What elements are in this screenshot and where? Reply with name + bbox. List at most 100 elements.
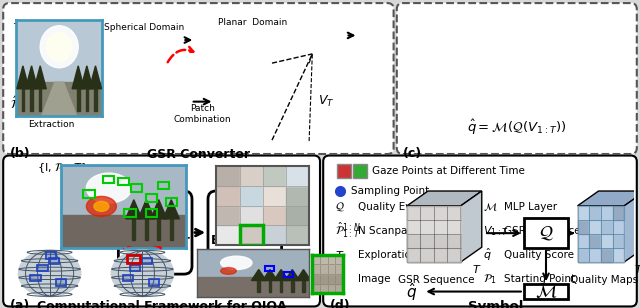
Polygon shape <box>16 20 102 82</box>
Bar <box>420 248 434 262</box>
Bar <box>30 84 33 111</box>
Bar <box>263 206 286 225</box>
Bar <box>302 279 305 293</box>
Bar <box>601 206 612 220</box>
Text: Quality Evaluator: Quality Evaluator <box>358 202 449 212</box>
Bar <box>263 225 286 245</box>
Bar <box>30 275 40 281</box>
Bar <box>123 275 133 281</box>
Bar <box>286 186 309 206</box>
Bar <box>131 184 142 192</box>
Bar <box>328 284 335 293</box>
Bar <box>145 216 148 240</box>
Circle shape <box>221 268 236 274</box>
Bar <box>612 248 624 262</box>
Polygon shape <box>274 270 289 281</box>
Polygon shape <box>163 200 179 219</box>
Bar <box>286 225 309 245</box>
Bar <box>407 206 420 220</box>
Bar <box>286 225 309 245</box>
Bar <box>577 206 589 220</box>
FancyBboxPatch shape <box>208 191 282 274</box>
Bar <box>577 248 589 262</box>
Polygon shape <box>42 82 77 116</box>
Bar <box>123 275 133 281</box>
FancyBboxPatch shape <box>3 156 320 306</box>
Bar <box>132 216 135 240</box>
FancyBboxPatch shape <box>397 3 637 154</box>
Text: Gaze Points at Different Time: Gaze Points at Different Time <box>372 166 525 176</box>
Circle shape <box>221 256 252 270</box>
Bar <box>420 220 434 234</box>
Bar <box>312 284 320 293</box>
Bar <box>146 209 157 217</box>
Bar <box>263 186 286 206</box>
Bar <box>285 272 293 277</box>
Bar <box>589 248 601 262</box>
Text: $\mathit{I}$: $\mathit{I}$ <box>335 273 340 285</box>
Bar <box>127 255 140 263</box>
Circle shape <box>86 197 116 216</box>
Circle shape <box>94 201 109 211</box>
Bar <box>312 255 320 264</box>
Bar <box>312 255 320 264</box>
Polygon shape <box>407 191 482 206</box>
Text: $T$: $T$ <box>472 263 482 275</box>
Ellipse shape <box>111 250 173 297</box>
Bar <box>239 186 263 206</box>
Bar <box>335 264 343 274</box>
Text: Image: Image <box>358 274 391 284</box>
Bar <box>216 166 239 186</box>
Bar <box>49 257 59 264</box>
Polygon shape <box>252 270 266 281</box>
Polygon shape <box>26 66 38 89</box>
Polygon shape <box>577 206 624 262</box>
Bar <box>239 225 263 245</box>
Bar <box>447 248 461 262</box>
Text: $T$: $T$ <box>634 263 640 275</box>
Bar <box>286 186 309 206</box>
Bar <box>239 166 263 186</box>
Polygon shape <box>16 82 102 116</box>
Bar <box>263 166 286 186</box>
Ellipse shape <box>19 250 81 297</box>
Bar <box>328 264 335 274</box>
Text: Quality Maps: Quality Maps <box>570 275 639 285</box>
Bar <box>407 234 420 248</box>
Bar <box>420 206 434 220</box>
Bar <box>434 248 447 262</box>
Bar <box>335 255 343 264</box>
Bar <box>158 182 170 189</box>
Bar <box>86 84 88 111</box>
Text: $\mathcal{M}$: $\mathcal{M}$ <box>483 201 498 213</box>
Bar <box>328 274 335 284</box>
Text: Sampling Point: Sampling Point <box>351 186 429 196</box>
Bar <box>447 206 461 220</box>
Bar <box>589 206 601 220</box>
Bar <box>320 284 328 293</box>
Bar <box>335 274 343 284</box>
Text: (d): (d) <box>330 299 350 308</box>
Bar <box>320 255 328 264</box>
Text: Patch
Combination: Patch Combination <box>173 104 231 124</box>
Text: (b): (b) <box>10 147 30 160</box>
Bar <box>328 284 335 293</box>
Circle shape <box>46 32 72 61</box>
Bar <box>320 264 328 274</box>
Text: Symbol: Symbol <box>468 300 524 308</box>
Bar <box>263 206 286 225</box>
Bar <box>46 252 56 259</box>
Polygon shape <box>285 270 300 281</box>
Bar <box>312 264 320 274</box>
Bar <box>320 274 328 284</box>
Text: Tangent Domain: Tangent Domain <box>13 23 87 32</box>
Bar <box>601 220 612 234</box>
Text: $\mathcal{Q}$: $\mathcal{Q}$ <box>539 224 554 242</box>
Bar <box>37 265 47 271</box>
Bar <box>312 274 320 284</box>
Polygon shape <box>407 206 461 262</box>
Bar <box>312 264 320 274</box>
Bar <box>328 264 335 274</box>
Text: GSR Sequence: GSR Sequence <box>504 226 581 236</box>
FancyBboxPatch shape <box>337 164 351 178</box>
